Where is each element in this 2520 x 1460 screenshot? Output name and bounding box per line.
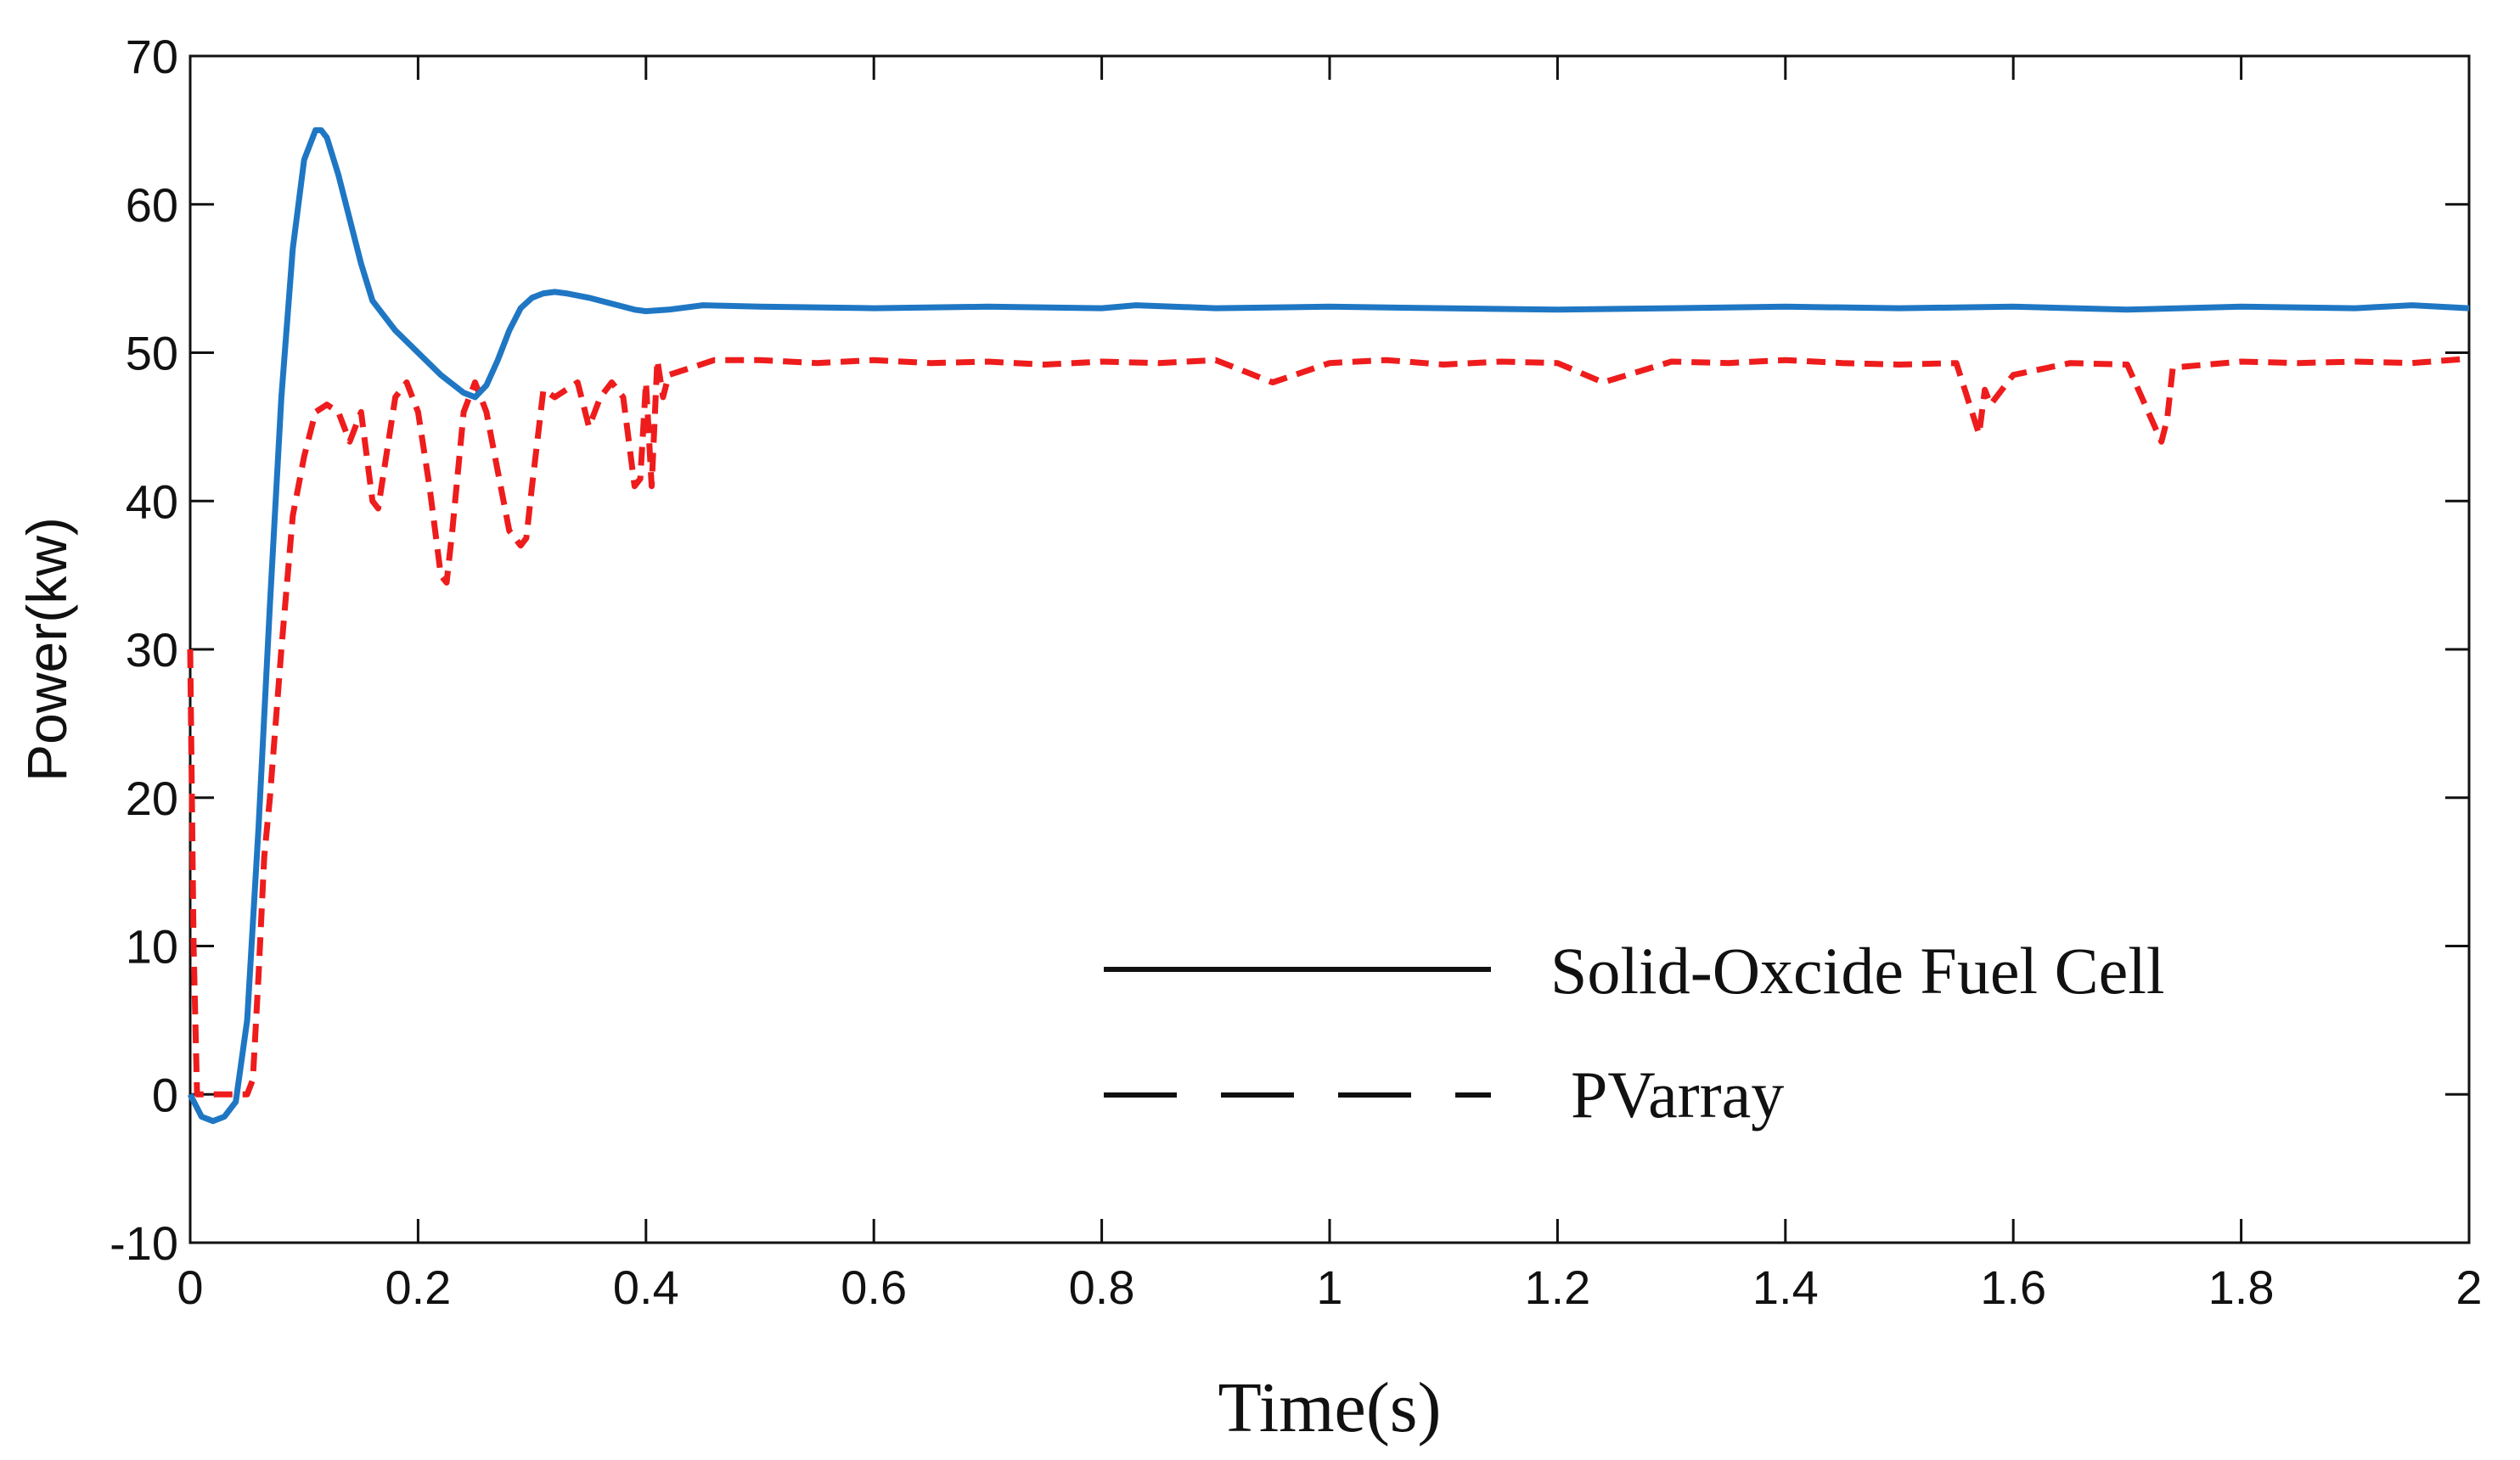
y-tick-label: -10 bbox=[110, 1216, 178, 1270]
plot-frame bbox=[188, 54, 2471, 1244]
x-tick-label: 1.2 bbox=[1524, 1261, 1590, 1314]
legend-label-pvarray: PVarray bbox=[1571, 1058, 1784, 1132]
x-tick-label: 2 bbox=[2455, 1261, 2482, 1314]
y-tick-label: 20 bbox=[126, 772, 178, 825]
y-tick-label: 30 bbox=[126, 623, 178, 677]
legend-label-solid-oxide-fuel-cell: Solid-Oxcide Fuel Cell bbox=[1550, 934, 2165, 1008]
y-tick-label: 0 bbox=[152, 1068, 178, 1121]
x-tick-label: 1.8 bbox=[2208, 1261, 2275, 1314]
y-tick-label: 70 bbox=[126, 30, 178, 83]
series-line-pvarray bbox=[187, 356, 2470, 1098]
x-axis-ticks: 0 0.2 0.4 0.6 0.8 1 1.2 1.4 1.6 1.8 2 bbox=[177, 56, 2483, 1314]
y-tick-label: 50 bbox=[126, 327, 178, 380]
x-tick-label: 0.6 bbox=[841, 1261, 907, 1314]
x-tick-label: 0.4 bbox=[613, 1261, 679, 1314]
y-axis-title: Power(kw) bbox=[15, 517, 78, 782]
y-tick-label: 60 bbox=[126, 178, 178, 232]
series-line-solid-oxcide-fuel-cell bbox=[187, 126, 2470, 1125]
x-tick-label: 1 bbox=[1316, 1261, 1342, 1314]
x-axis-title: Time(s) bbox=[1218, 1368, 1442, 1447]
series-layer bbox=[187, 126, 2470, 1125]
x-tick-label: 1.4 bbox=[1752, 1261, 1819, 1314]
y-axis-ticks: -10 0 10 20 30 40 50 60 70 bbox=[110, 30, 2469, 1270]
y-tick-label: 10 bbox=[126, 920, 178, 974]
y-tick-label: 40 bbox=[126, 474, 178, 528]
x-tick-label: 1.6 bbox=[1980, 1261, 2046, 1314]
x-tick-label: 0.2 bbox=[385, 1261, 451, 1314]
x-tick-label: 0.8 bbox=[1069, 1261, 1135, 1314]
legend: Solid-Oxcide Fuel Cell PVarray bbox=[1104, 934, 2165, 1132]
x-tick-label: 0 bbox=[177, 1261, 203, 1314]
